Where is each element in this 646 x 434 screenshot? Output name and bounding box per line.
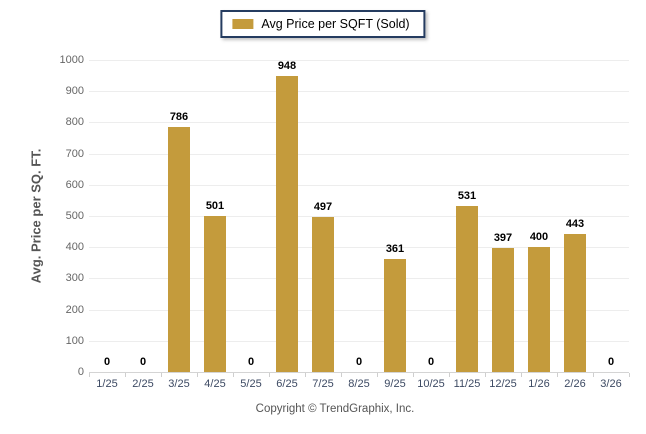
gridline	[89, 309, 629, 311]
bar-value-label: 397	[493, 232, 513, 244]
bar-value-label: 0	[139, 356, 147, 368]
y-tick-label: 200	[65, 303, 84, 316]
y-tick-label: 500	[65, 210, 84, 222]
gridline	[89, 60, 629, 61]
gridline	[89, 122, 629, 124]
x-axis-tick	[377, 373, 378, 377]
y-axis-tick-labels: 0 100 200 300 400 500 600 700 800 900 1000	[0, 54, 84, 378]
x-tick-label: 10/25	[417, 378, 445, 390]
x-tick-label: 9/25	[384, 378, 406, 390]
x-axis-tick	[161, 373, 162, 377]
legend-swatch-icon	[232, 19, 254, 29]
bar-value-label: 0	[355, 356, 363, 368]
y-tick-label: 0	[77, 366, 84, 378]
x-tick-label: 2/25	[132, 378, 154, 390]
gridline	[89, 153, 629, 155]
bar	[564, 234, 586, 372]
x-tick-label: 12/25	[489, 378, 517, 390]
x-tick-label: 3/25	[168, 378, 190, 390]
bar-value-label: 497	[313, 201, 333, 213]
x-tick-label: 4/25	[204, 378, 226, 390]
x-tick-label: 1/26	[528, 378, 550, 390]
y-tick-label: 700	[65, 147, 84, 160]
x-axis-tick	[89, 373, 90, 377]
bar	[384, 259, 406, 372]
bar	[456, 206, 478, 372]
bar	[312, 217, 334, 372]
bar	[492, 248, 514, 372]
gridline	[89, 340, 629, 342]
bar-value-label: 0	[427, 356, 435, 368]
x-tick-label: 11/25	[453, 378, 481, 390]
gridline	[89, 91, 629, 93]
x-tick-label: 6/25	[276, 378, 298, 390]
x-axis-tick	[449, 373, 450, 377]
plot-area: 0 0 786 501 0 948 497 0 361 0 531 397 400 443 0	[89, 60, 630, 377]
bar-value-label: 361	[385, 243, 405, 255]
x-axis-tick	[629, 373, 630, 377]
x-axis-tick	[341, 373, 342, 377]
bar	[204, 216, 226, 372]
y-tick-label: 300	[65, 272, 84, 285]
x-axis-tick	[269, 373, 270, 377]
copyright-text: Copyright © TrendGraphix, Inc.	[255, 403, 415, 415]
gridline	[89, 216, 629, 217]
bar-value-label: 531	[457, 190, 477, 202]
x-axis-labels: 1/25 2/25 3/25 4/25 5/25 6/25 7/25 8/25 9/25 10/2…	[89, 378, 629, 394]
x-axis-tick	[521, 373, 522, 377]
y-tick-label: 800	[65, 116, 84, 129]
y-tick-label: 100	[65, 334, 84, 347]
x-tick-label: 1/25	[96, 378, 118, 390]
gridline	[89, 184, 629, 186]
x-tick-label: 3/26	[600, 378, 622, 390]
x-axis-tick	[413, 373, 414, 377]
bar-value-label: 400	[529, 231, 549, 243]
x-axis-tick	[233, 373, 234, 377]
x-axis-tick	[557, 373, 558, 377]
x-axis-tick	[305, 373, 306, 377]
y-tick-label: 600	[65, 178, 84, 191]
bar	[168, 127, 190, 372]
legend-label: Avg Price per SQFT (Sold)	[261, 17, 410, 31]
bar-value-label: 0	[607, 356, 615, 368]
x-axis-tick	[197, 373, 198, 377]
x-axis-tick	[593, 373, 594, 377]
x-tick-label: 5/25	[240, 378, 262, 390]
legend: Avg Price per SQFT (Sold)	[220, 10, 426, 38]
bar-value-label: 0	[103, 356, 111, 368]
x-axis-tick	[125, 373, 126, 377]
gridline	[89, 247, 629, 249]
x-tick-label: 2/26	[564, 378, 586, 390]
x-tick-label: 7/25	[312, 378, 334, 390]
bar	[276, 76, 298, 372]
bar-value-label: 443	[565, 218, 585, 230]
y-tick-label: 900	[65, 85, 84, 98]
y-tick-label: 400	[65, 241, 84, 254]
bar-value-label: 786	[169, 111, 189, 123]
y-tick-label: 1000	[59, 54, 84, 66]
bar-value-label: 948	[277, 60, 297, 72]
x-tick-label: 8/25	[348, 378, 370, 390]
bar-value-label: 501	[205, 200, 225, 212]
bar-value-label: 0	[247, 356, 255, 368]
x-axis-tick	[485, 373, 486, 377]
gridline	[89, 278, 629, 280]
bar	[528, 247, 550, 372]
